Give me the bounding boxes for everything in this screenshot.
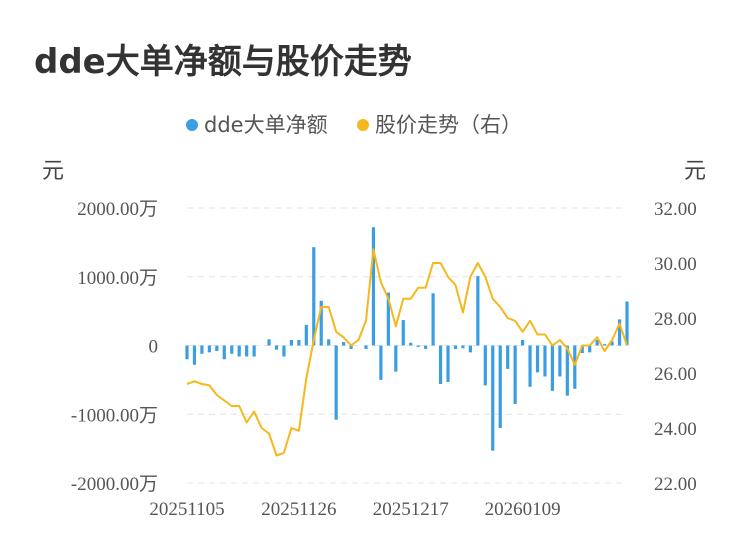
bar (394, 345, 398, 372)
chart-title: dde大单净额与股价走势 (34, 42, 412, 82)
legend-marker-dde (186, 119, 198, 131)
x-tick-label: 20251126 (261, 499, 336, 520)
right-tick-label: 24.00 (654, 419, 697, 440)
bar (580, 345, 584, 354)
bar (409, 342, 413, 346)
bar (461, 345, 465, 349)
bar (513, 345, 517, 404)
left-axis-ticks: 2000.00万 1000.00万 0 -1000.00万 -2000.00万 (71, 199, 158, 495)
x-axis-ticks: 20251105 20251126 20251217 20260109 (149, 499, 560, 520)
bar (304, 324, 308, 346)
bar (543, 345, 547, 377)
bar (371, 227, 376, 346)
price-line (186, 248, 628, 457)
bar (595, 340, 599, 346)
bar (617, 319, 622, 346)
right-axis-unit: 元 (684, 159, 706, 184)
legend-marker-price (357, 119, 369, 131)
right-tick-label: 32.00 (654, 199, 697, 220)
bar (446, 345, 450, 382)
bar (498, 345, 502, 428)
left-tick-label: -1000.00万 (71, 405, 158, 426)
bar (327, 339, 331, 346)
bar (625, 301, 629, 346)
right-tick-label: 30.00 (654, 254, 697, 275)
bar (252, 345, 256, 357)
bar (506, 345, 510, 369)
right-tick-label: 22.00 (654, 474, 697, 495)
bar (588, 345, 592, 353)
bar (297, 340, 301, 346)
bar (483, 345, 487, 386)
bar (222, 345, 226, 360)
left-tick-label: 2000.00万 (77, 199, 158, 220)
bar (573, 345, 577, 389)
left-tick-label: -2000.00万 (71, 474, 158, 495)
bar (535, 345, 540, 373)
x-tick-label: 20260109 (485, 499, 561, 520)
bar (230, 345, 234, 354)
bar (289, 340, 294, 346)
bar (438, 345, 443, 384)
bar (207, 345, 211, 353)
legend-label-price: 股价走势（右） (375, 113, 522, 137)
bar (416, 345, 420, 347)
bar (200, 345, 204, 354)
legend-label-dde: dde大单净额 (204, 113, 328, 137)
bar (319, 300, 323, 346)
bar (610, 341, 614, 346)
bar (565, 345, 569, 396)
bar (349, 345, 353, 349)
bar (476, 276, 480, 346)
bar (386, 292, 390, 346)
bar (401, 320, 405, 346)
bar (215, 345, 219, 351)
bar (237, 345, 241, 357)
bar (192, 345, 197, 365)
bar (334, 345, 338, 420)
bar (550, 345, 555, 391)
bar (379, 345, 383, 380)
legend: dde大单净额 股价走势（右） (186, 113, 522, 137)
bar (424, 345, 428, 349)
right-tick-label: 28.00 (654, 309, 697, 330)
bar (185, 345, 189, 360)
right-axis-ticks: 32.00 30.00 28.00 26.00 24.00 22.00 (654, 199, 697, 495)
bar (491, 345, 495, 451)
bar (520, 340, 525, 346)
bar (364, 345, 368, 349)
bar (282, 345, 286, 357)
bar (468, 345, 472, 353)
left-tick-label: 0 (149, 337, 159, 358)
bar (267, 339, 271, 346)
left-tick-label: 1000.00万 (77, 268, 158, 289)
bar (342, 342, 346, 346)
bar-series-dde (185, 227, 629, 451)
line-series-price (186, 248, 628, 457)
bar (558, 345, 562, 377)
bar (603, 344, 607, 346)
x-tick-label: 20251105 (149, 499, 224, 520)
left-axis-unit: 元 (42, 159, 64, 184)
bar (453, 345, 458, 349)
x-tick-label: 20251217 (373, 499, 449, 520)
bar (431, 293, 435, 346)
bar (245, 345, 249, 357)
grid-lines (187, 207, 627, 484)
right-tick-label: 26.00 (654, 364, 697, 385)
bar (528, 345, 532, 387)
bar (312, 247, 316, 346)
bar (274, 345, 279, 350)
